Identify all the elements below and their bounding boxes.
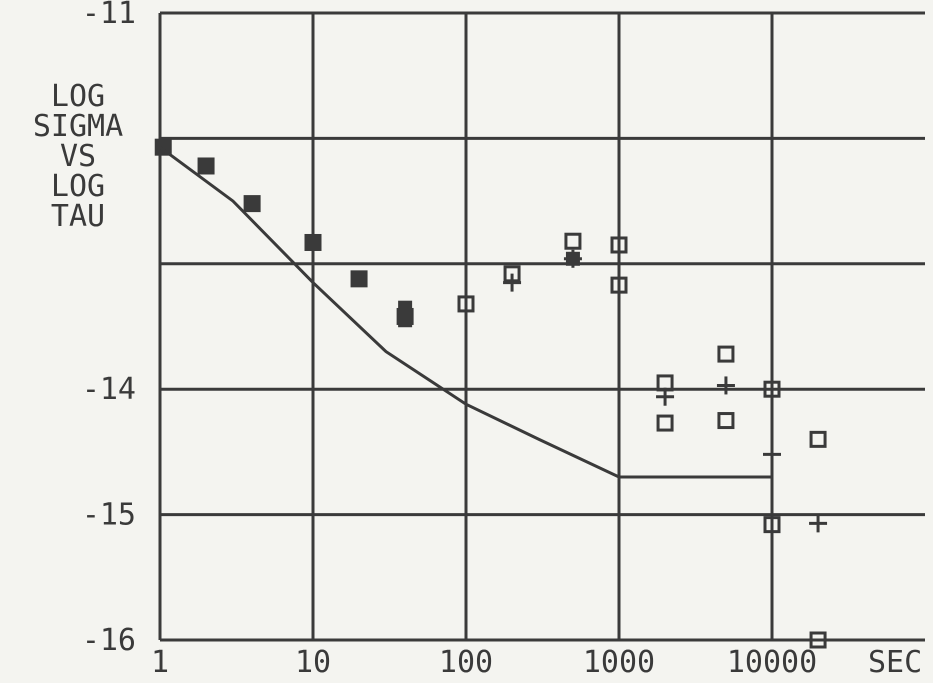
- title-line: TAU: [51, 199, 105, 234]
- data-point-plus: [809, 514, 828, 533]
- data-point-filled: [398, 313, 413, 328]
- data-point-plus: [503, 273, 522, 292]
- data-point-square: [656, 414, 674, 432]
- data-point-filled: [245, 196, 260, 211]
- data-point-square: [717, 345, 735, 363]
- x-tick-label: 10000: [727, 645, 817, 680]
- data-point-plus: [716, 376, 735, 395]
- data-point-square: [564, 232, 582, 250]
- grid: [158, 11, 925, 642]
- data-point-square: [809, 631, 827, 649]
- title-line: SIGMA: [33, 109, 123, 144]
- data-point-square: [457, 295, 475, 313]
- title-line: LOG: [51, 169, 105, 204]
- data-point-square: [717, 412, 735, 430]
- data-point-plus: [763, 445, 781, 464]
- title-line: VS: [60, 139, 96, 174]
- data-point-plus: [563, 249, 582, 268]
- data-series: [154, 138, 828, 649]
- x-tick-labels: 1 10 100 1000 10000: [151, 645, 817, 680]
- y-tick-label: -15: [82, 498, 136, 533]
- data-point-square: [610, 276, 628, 294]
- data-point-square: [763, 380, 781, 398]
- data-point-filled: [199, 158, 214, 173]
- x-tick-label: 1000: [583, 645, 655, 680]
- x-unit-label: SEC: [868, 645, 922, 680]
- data-point-filled: [306, 235, 320, 250]
- data-point-filled: [398, 300, 413, 315]
- data-point-square: [610, 236, 628, 254]
- data-point-square: [809, 430, 827, 448]
- x-tick-label: 10: [295, 645, 331, 680]
- y-tick-label: -16: [82, 623, 136, 658]
- title-line: LOG: [51, 79, 105, 114]
- y-tick-label: -14: [82, 372, 136, 407]
- model-curve: [159, 145, 774, 640]
- y-tick-labels: -11 -14 -15 -16: [82, 0, 136, 658]
- x-tick-label: 100: [439, 645, 493, 680]
- y-tick-label: -11: [82, 0, 136, 31]
- x-tick-label: 1: [151, 645, 169, 680]
- data-point-plus: [656, 387, 675, 406]
- data-point-filled: [352, 271, 367, 286]
